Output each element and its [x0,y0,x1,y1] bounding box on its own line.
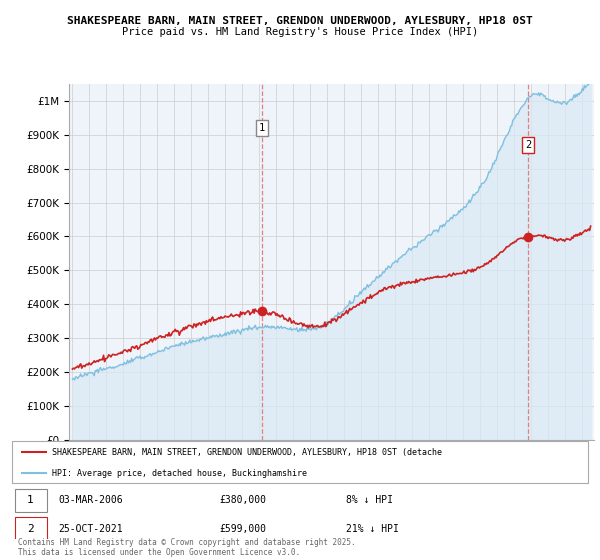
Text: Price paid vs. HM Land Registry's House Price Index (HPI): Price paid vs. HM Land Registry's House … [122,27,478,37]
Text: 2: 2 [27,524,34,534]
Text: 21% ↓ HPI: 21% ↓ HPI [346,524,399,534]
Text: SHAKESPEARE BARN, MAIN STREET, GRENDON UNDERWOOD, AYLESBURY, HP18 0ST: SHAKESPEARE BARN, MAIN STREET, GRENDON U… [67,16,533,26]
Text: £599,000: £599,000 [220,524,266,534]
Text: 1: 1 [27,496,34,506]
FancyBboxPatch shape [15,489,47,512]
Text: 03-MAR-2006: 03-MAR-2006 [58,496,123,506]
FancyBboxPatch shape [12,441,588,483]
Text: 25-OCT-2021: 25-OCT-2021 [58,524,123,534]
Text: 2: 2 [525,140,531,150]
FancyBboxPatch shape [15,517,47,541]
Text: £380,000: £380,000 [220,496,266,506]
Text: 8% ↓ HPI: 8% ↓ HPI [346,496,393,506]
Text: 1: 1 [259,123,265,133]
Text: SHAKESPEARE BARN, MAIN STREET, GRENDON UNDERWOOD, AYLESBURY, HP18 0ST (detache: SHAKESPEARE BARN, MAIN STREET, GRENDON U… [52,447,442,456]
Text: Contains HM Land Registry data © Crown copyright and database right 2025.
This d: Contains HM Land Registry data © Crown c… [18,538,356,557]
Text: HPI: Average price, detached house, Buckinghamshire: HPI: Average price, detached house, Buck… [52,469,307,478]
